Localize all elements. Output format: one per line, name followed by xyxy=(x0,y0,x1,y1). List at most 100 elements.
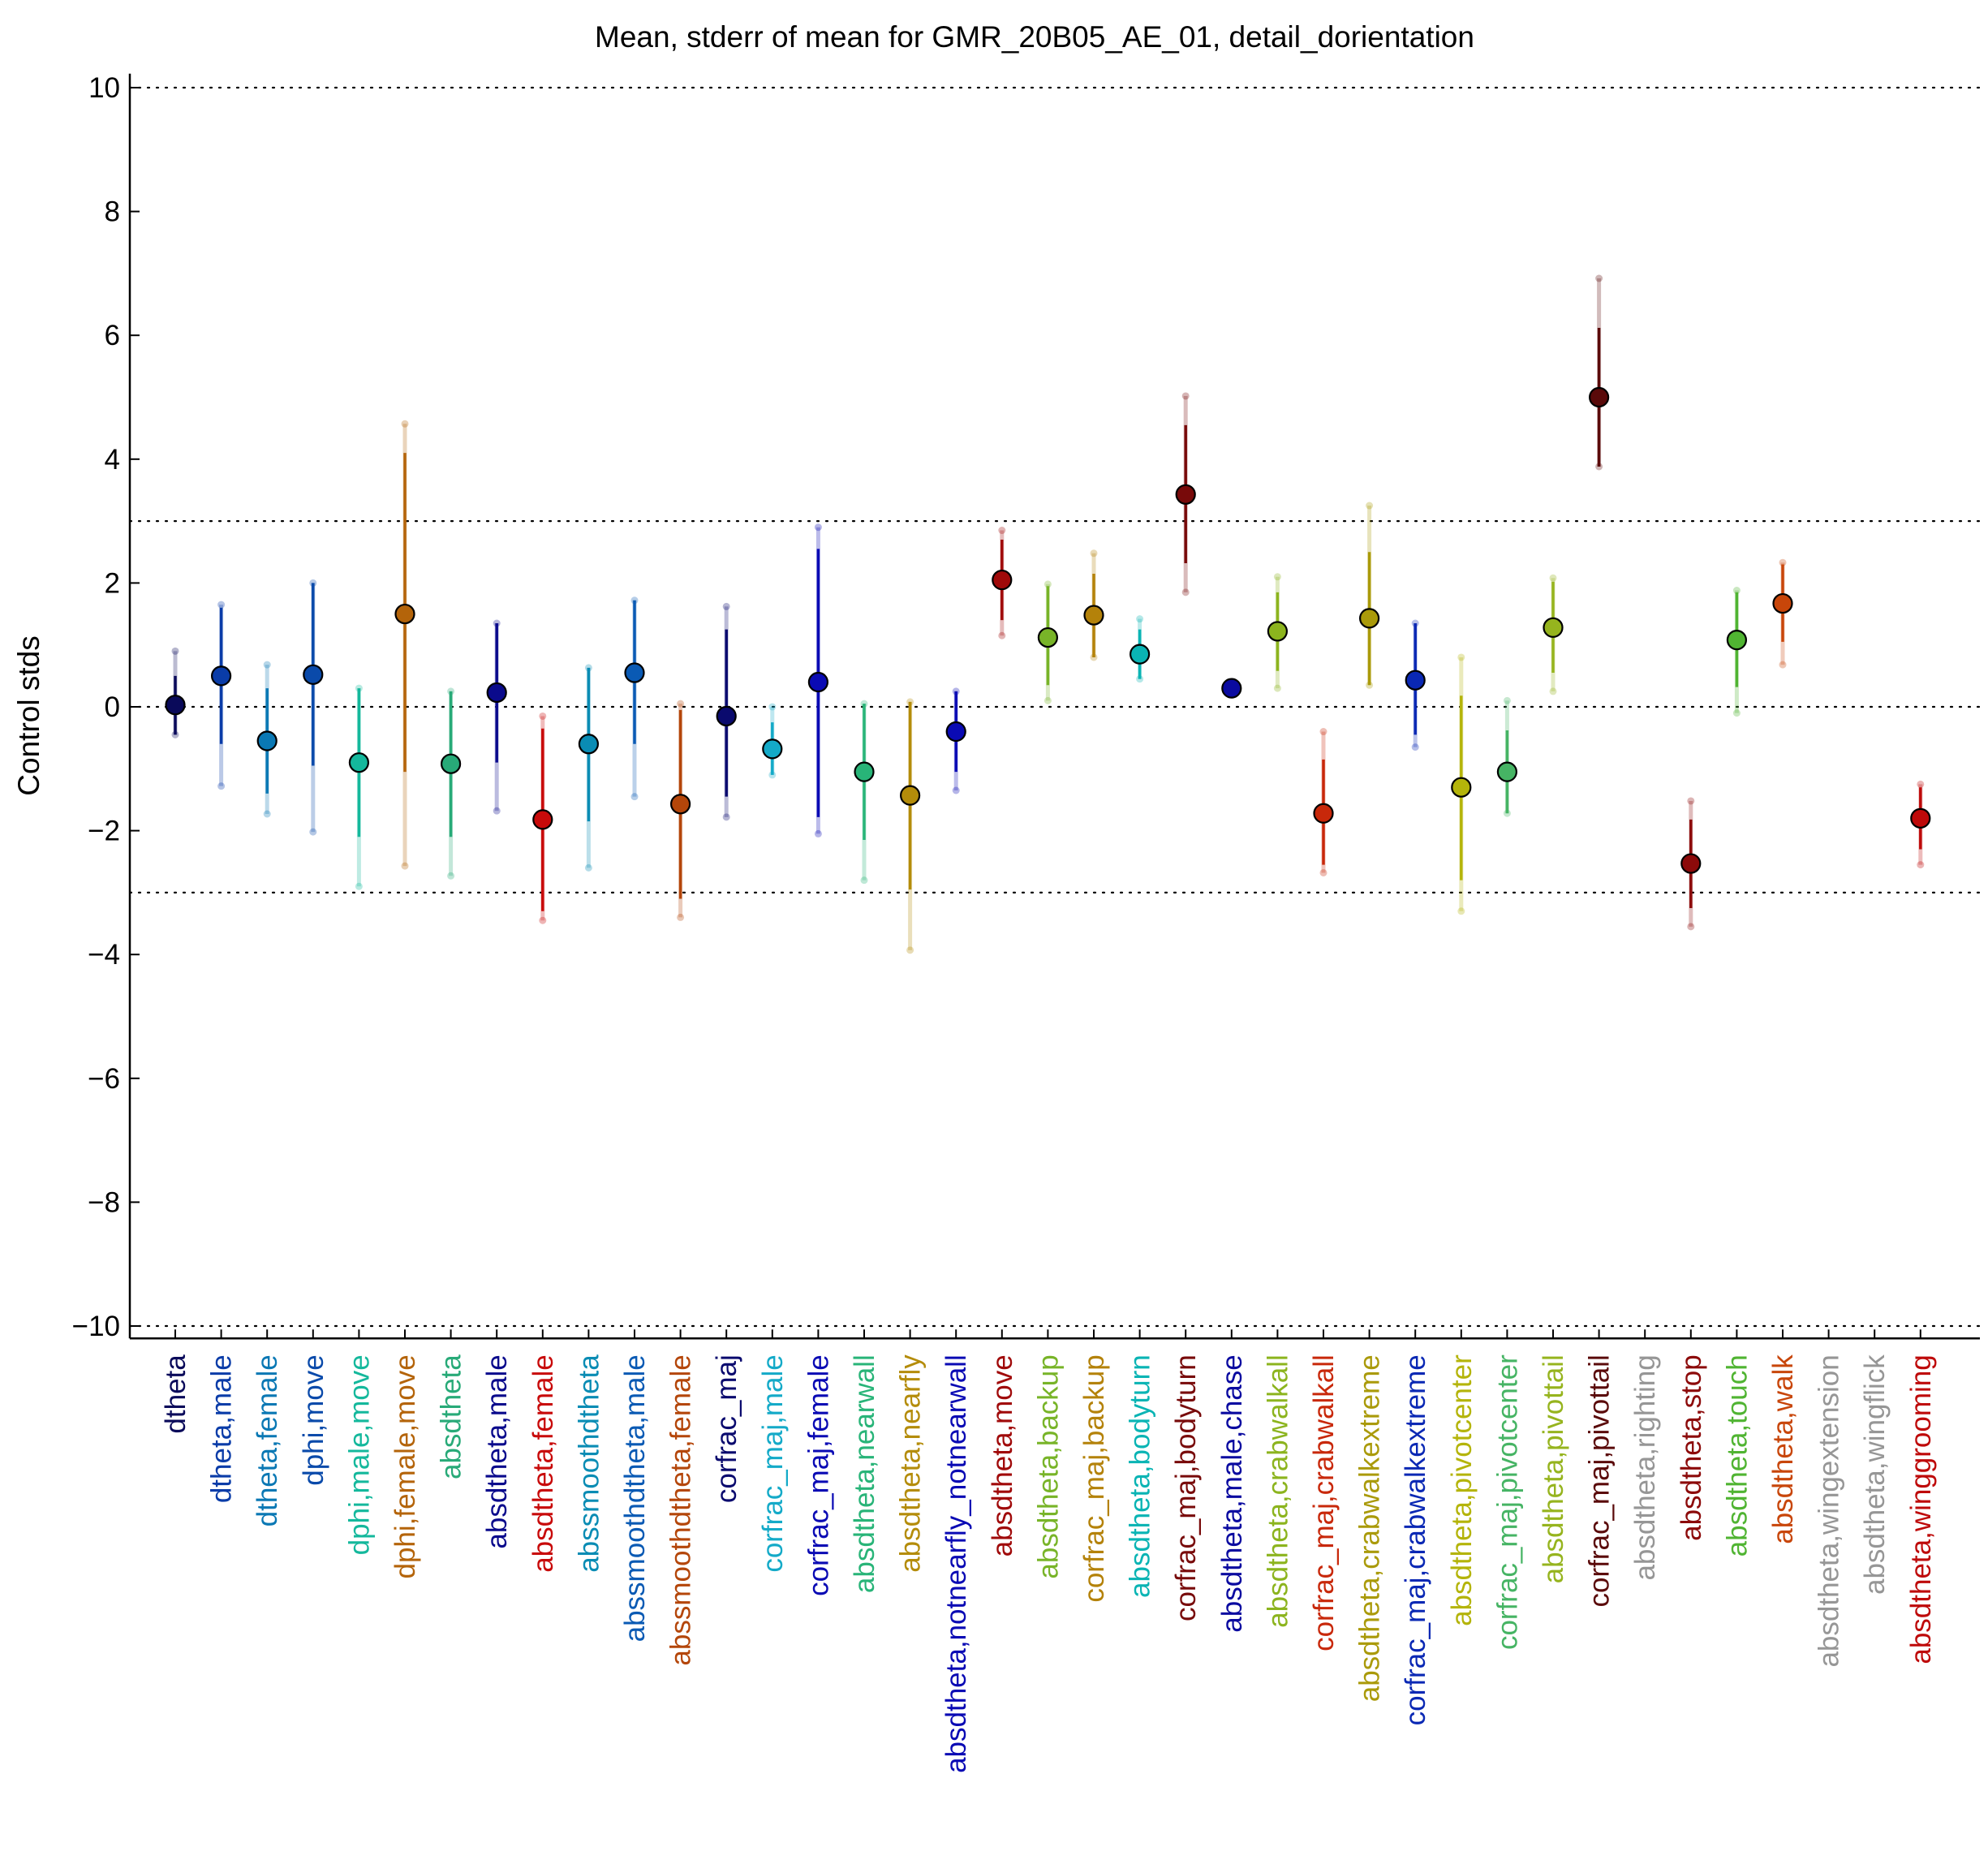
sd-cap-bottom-11 xyxy=(677,913,685,921)
sd-cap-bottom-22 xyxy=(1181,588,1190,596)
sd-cap-bottom-2 xyxy=(263,810,271,818)
sd-cap-top-5 xyxy=(401,420,409,428)
sd-cap-bottom-7 xyxy=(493,807,501,815)
sd-cap-bottom-34 xyxy=(1732,709,1741,717)
mean-point-18 xyxy=(992,569,1013,591)
sd-cap-bottom-4 xyxy=(355,882,363,890)
sd-cap-bottom-3 xyxy=(309,828,317,836)
sd-cap-bottom-30 xyxy=(1549,687,1557,695)
x-tick-labels: dtheta dtheta,male dtheta,female dphi,move d… xyxy=(160,1354,1937,1773)
x-tick-label-38: absdtheta,winggrooming xyxy=(1905,1354,1937,1664)
sd-cap-bottom-15 xyxy=(860,876,868,885)
mean-point-23 xyxy=(1221,678,1242,699)
sd-cap-bottom-28 xyxy=(1457,907,1465,915)
x-tick-label-22: corfrac_maj,bodyturn xyxy=(1170,1354,1202,1621)
x-tick-label-13: corfrac_maj,male xyxy=(757,1354,789,1572)
sd-cap-top-26 xyxy=(1366,502,1374,510)
sd-cap-top-21 xyxy=(1136,615,1144,623)
x-tick-label-14: corfrac_maj,female xyxy=(803,1354,834,1596)
sd-cap-bottom-6 xyxy=(447,872,455,880)
sd-cap-bottom-25 xyxy=(1319,868,1327,876)
sd-cap-bottom-35 xyxy=(1779,661,1787,669)
x-tick-label-33: absdtheta,stop xyxy=(1676,1354,1707,1541)
mean-point-34 xyxy=(1726,629,1747,651)
mean-point-11 xyxy=(669,794,691,815)
x-tick-label-37: absdtheta,wingflick xyxy=(1859,1354,1891,1595)
mean-point-33 xyxy=(1680,853,1702,874)
x-tick-label-31: corfrac_maj,pivottail xyxy=(1584,1354,1616,1607)
mean-point-38 xyxy=(1910,807,1931,829)
x-tick-label-15: absdtheta,nearwall xyxy=(849,1354,880,1593)
sd-cap-bottom-1 xyxy=(217,782,226,790)
mean-point-1 xyxy=(211,665,232,687)
mean-point-35 xyxy=(1772,592,1793,614)
mean-point-15 xyxy=(854,761,875,782)
x-tick-label-9: abssmoothdtheta xyxy=(573,1354,605,1573)
y-tick-label-1: 8 xyxy=(105,196,120,228)
mean-point-13 xyxy=(762,738,783,760)
x-tick-label-10: abssmoothdtheta,male xyxy=(619,1354,651,1642)
x-tick-label-7: absdtheta,male xyxy=(481,1354,513,1548)
sd-cap-top-30 xyxy=(1549,574,1557,582)
x-tick-label-20: corfrac_maj,backup xyxy=(1078,1354,1110,1602)
sd-cap-top-18 xyxy=(998,527,1006,535)
mean-point-12 xyxy=(716,705,737,727)
x-tick-label-18: absdtheta,move xyxy=(987,1354,1018,1556)
sd-cap-bottom-9 xyxy=(584,863,592,872)
y-tick-label-6: −2 xyxy=(88,816,120,847)
x-tick-label-28: absdtheta,pivotcenter xyxy=(1446,1354,1478,1626)
sd-cap-top-2 xyxy=(263,661,271,669)
mean-point-0 xyxy=(165,695,186,716)
y-tick-label-5: 0 xyxy=(105,691,120,723)
sd-cap-top-28 xyxy=(1457,653,1465,661)
mean-point-25 xyxy=(1313,803,1334,824)
sd-cap-top-34 xyxy=(1732,587,1741,595)
x-tick-label-11: abssmoothdtheta,female xyxy=(665,1354,697,1665)
sd-cap-bottom-17 xyxy=(952,786,960,794)
x-tick-label-19: absdtheta,backup xyxy=(1032,1354,1064,1578)
sd-cap-bottom-27 xyxy=(1411,743,1419,751)
mean-point-22 xyxy=(1175,484,1196,505)
x-tick-label-35: absdtheta,walk xyxy=(1767,1354,1799,1544)
sd-cap-bottom-5 xyxy=(401,862,409,870)
x-tick-label-26: absdtheta,crabwalkextreme xyxy=(1354,1354,1386,1702)
error-bars xyxy=(171,274,1925,954)
mean-point-14 xyxy=(807,671,829,693)
mean-point-3 xyxy=(303,664,324,685)
mean-point-27 xyxy=(1405,670,1426,691)
sd-cap-top-31 xyxy=(1595,274,1603,282)
mean-point-26 xyxy=(1358,608,1380,629)
sd-cap-bottom-19 xyxy=(1043,696,1052,704)
x-tick-label-6: absdtheta xyxy=(436,1354,467,1479)
sd-cap-top-25 xyxy=(1319,728,1327,736)
x-tick-label-5: dphi,female,move xyxy=(389,1354,421,1578)
sd-cap-top-20 xyxy=(1090,549,1098,558)
sd-cap-top-38 xyxy=(1917,780,1925,788)
x-tick-label-0: dtheta xyxy=(160,1354,191,1434)
sd-cap-top-29 xyxy=(1503,696,1511,704)
mean-point-30 xyxy=(1543,617,1564,638)
x-tick-label-34: absdtheta,touch xyxy=(1721,1354,1753,1556)
sd-cap-bottom-24 xyxy=(1273,684,1281,692)
mean-point-20 xyxy=(1083,605,1104,626)
x-tick-label-4: dphi,male,move xyxy=(343,1354,375,1555)
sd-cap-top-35 xyxy=(1779,558,1787,566)
mean-point-10 xyxy=(624,662,645,683)
sd-cap-top-11 xyxy=(677,700,685,708)
y-tick-label-4: 2 xyxy=(105,567,120,599)
y-axis-label: Control stds xyxy=(12,635,45,795)
sd-cap-top-14 xyxy=(814,523,822,532)
y-axis: 10 8 6 4 2 0 −2 −4 −6 −8 −10 xyxy=(72,72,140,1342)
mean-point-7 xyxy=(486,682,507,704)
mean-point-21 xyxy=(1129,644,1151,665)
mean-point-2 xyxy=(256,730,278,751)
y-tick-label-8: −6 xyxy=(88,1063,120,1095)
mean-point-8 xyxy=(532,809,553,830)
mean-point-29 xyxy=(1496,761,1518,782)
sd-cap-top-1 xyxy=(217,601,226,609)
sd-cap-bottom-16 xyxy=(906,946,914,954)
sd-cap-bottom-14 xyxy=(814,829,822,837)
mean-point-6 xyxy=(440,753,462,774)
x-tick-label-23: absdtheta,male,chase xyxy=(1216,1354,1248,1632)
